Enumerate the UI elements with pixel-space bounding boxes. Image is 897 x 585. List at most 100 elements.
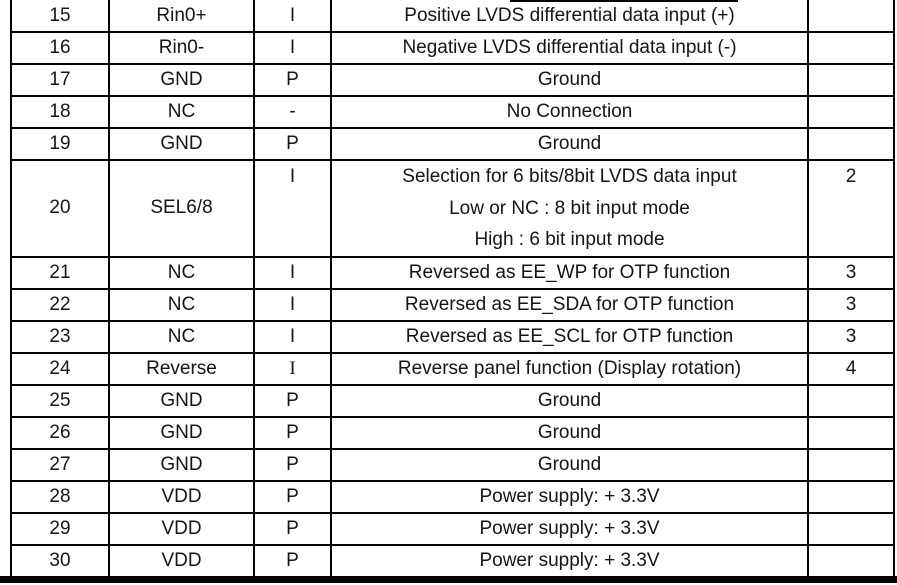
description-cell: Positive LVDS differential data input (+… bbox=[330, 0, 809, 33]
description-cell: Reversed as EE_SDA for OTP function bbox=[330, 287, 809, 322]
io-cell-text: P bbox=[286, 421, 299, 443]
io-cell-text: P bbox=[286, 517, 299, 539]
symbol-cell: GND bbox=[108, 127, 255, 161]
description-cell: No Connection bbox=[330, 95, 809, 129]
pin-cell: 25 bbox=[10, 383, 110, 418]
pin-cell-text: 21 bbox=[49, 261, 71, 283]
io-cell: P bbox=[253, 127, 332, 161]
pin-cell: 20 bbox=[10, 159, 110, 258]
symbol-cell-text: GND bbox=[160, 453, 203, 475]
description-line: Reversed as EE_WP for OTP function bbox=[408, 261, 731, 283]
pin-cell-text: 22 bbox=[49, 293, 71, 315]
pin-cell-text: 18 bbox=[49, 101, 71, 122]
io-cell-text: P bbox=[286, 550, 299, 571]
description-line: Power supply: + 3.3V bbox=[479, 550, 660, 571]
symbol-cell: Rin0+ bbox=[108, 0, 255, 33]
pin-cell: 16 bbox=[10, 31, 110, 65]
pin-cell: 24 bbox=[10, 351, 110, 386]
pin-assignment-table: 15 Rin0+ I Positive LVDS differential data … bbox=[10, 0, 895, 577]
description-line: Selection for 6 bits/8bit LVDS data inpu… bbox=[402, 166, 737, 187]
table-row: 26 GND P Ground bbox=[10, 415, 895, 450]
description-line: High : 6 bit input mode bbox=[474, 229, 665, 250]
pin-cell: 28 bbox=[10, 479, 110, 514]
io-cell-text: I bbox=[289, 293, 296, 315]
description-line: Power supply: + 3.3V bbox=[479, 485, 660, 507]
description-cell: Ground bbox=[330, 415, 809, 450]
io-cell-text: P bbox=[286, 389, 299, 411]
description-cell: Reversed as EE_SCL for OTP function bbox=[330, 319, 809, 354]
description-cell: Ground bbox=[330, 447, 809, 482]
description-cell: Power supply: + 3.3V bbox=[330, 479, 809, 514]
pin-cell: 17 bbox=[10, 63, 110, 97]
pin-cell-text: 16 bbox=[49, 37, 71, 58]
description-line: No Connection bbox=[506, 101, 633, 122]
note-cell bbox=[807, 447, 895, 482]
symbol-cell-text: GND bbox=[160, 133, 203, 154]
symbol-cell: GND bbox=[108, 63, 255, 97]
io-cell: P bbox=[253, 511, 332, 546]
description-line: Reversed as EE_SCL for OTP function bbox=[405, 325, 734, 347]
note-cell: 3 bbox=[807, 255, 895, 290]
symbol-cell-text: GND bbox=[160, 421, 203, 443]
symbol-cell: Reverse bbox=[108, 351, 255, 386]
table-row: 22 NC I Reversed as EE_SDA for OTP function… bbox=[10, 287, 895, 322]
symbol-cell: GND bbox=[108, 447, 255, 482]
description-cell: Power supply: + 3.3V bbox=[330, 511, 809, 546]
description-line: Power supply: + 3.3V bbox=[479, 517, 660, 539]
symbol-cell: VDD bbox=[108, 479, 255, 514]
symbol-cell: NC bbox=[108, 319, 255, 354]
table-row: 18 NC - No Connection bbox=[10, 95, 895, 129]
table-row: 17 GND P Ground bbox=[10, 63, 895, 97]
io-cell: P bbox=[253, 447, 332, 482]
description-line: Low or NC : 8 bit input mode bbox=[449, 197, 690, 219]
table-row: 24 Reverse I Reverse panel function (Displa… bbox=[10, 351, 895, 386]
bottom-thick-rule bbox=[0, 576, 897, 583]
symbol-cell-text: VDD bbox=[161, 550, 202, 571]
table-row: 16 Rin0- I Negative LVDS differential data … bbox=[10, 31, 895, 65]
io-cell-text: I bbox=[289, 261, 296, 283]
symbol-cell: NC bbox=[108, 95, 255, 129]
note-cell bbox=[807, 479, 895, 514]
io-cell-text: P bbox=[286, 453, 299, 475]
description-line: Ground bbox=[537, 421, 602, 443]
note-cell bbox=[807, 415, 895, 450]
note-cell-text: 3 bbox=[845, 261, 857, 283]
note-cell bbox=[807, 543, 895, 577]
symbol-cell-text: SEL6/8 bbox=[150, 197, 213, 219]
note-cell bbox=[807, 383, 895, 418]
pin-cell-text: 28 bbox=[49, 485, 71, 507]
note-cell bbox=[807, 95, 895, 129]
description-cell: Reverse panel function (Display rotation… bbox=[330, 351, 809, 386]
pin-cell: 30 bbox=[10, 543, 110, 577]
note-cell: 4 bbox=[807, 351, 895, 386]
description-cell: Selection for 6 bits/8bit LVDS data inpu… bbox=[330, 159, 809, 258]
pin-cell: 29 bbox=[10, 511, 110, 546]
description-cell: Power supply: + 3.3V bbox=[330, 543, 809, 577]
symbol-cell: Rin0- bbox=[108, 31, 255, 65]
table-row: 25 GND P Ground bbox=[10, 383, 895, 418]
io-cell: I bbox=[253, 0, 332, 33]
io-cell-text: I bbox=[289, 166, 296, 187]
symbol-cell-text: Rin0- bbox=[158, 37, 205, 58]
io-cell: P bbox=[253, 543, 332, 577]
pin-cell-text: 17 bbox=[49, 69, 71, 90]
pin-assignment-table-body: 15 Rin0+ I Positive LVDS differential data … bbox=[10, 0, 895, 577]
note-cell-text: 3 bbox=[845, 293, 857, 315]
pin-cell-text: 25 bbox=[49, 389, 71, 411]
description-line: Reversed as EE_SDA for OTP function bbox=[404, 293, 735, 315]
pin-cell: 23 bbox=[10, 319, 110, 354]
note-cell-text: 3 bbox=[845, 325, 857, 347]
pin-cell-text: 20 bbox=[49, 197, 71, 219]
description-cell: Ground bbox=[330, 63, 809, 97]
pin-cell: 26 bbox=[10, 415, 110, 450]
note-cell: 3 bbox=[807, 319, 895, 354]
table-row: 15 Rin0+ I Positive LVDS differential data … bbox=[10, 0, 895, 33]
note-cell bbox=[807, 511, 895, 546]
table-row: 30 VDD P Power supply: + 3.3V bbox=[10, 543, 895, 577]
io-cell-text: P bbox=[286, 485, 299, 507]
io-cell: I bbox=[253, 287, 332, 322]
pin-cell-text: 24 bbox=[49, 357, 71, 379]
note-cell-text: 4 bbox=[845, 357, 857, 379]
description-cell: Ground bbox=[330, 127, 809, 161]
description-line: Reverse panel function (Display rotation… bbox=[397, 357, 742, 379]
